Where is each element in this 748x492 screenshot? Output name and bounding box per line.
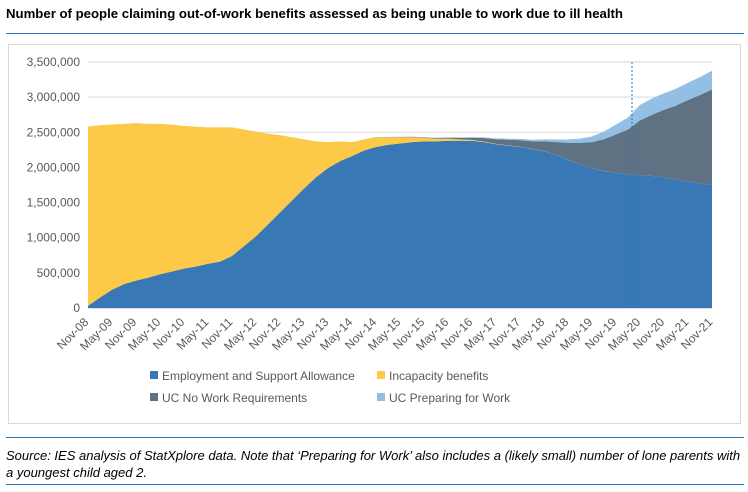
legend-label: Incapacity benefits (389, 369, 488, 383)
legend-swatch (150, 393, 158, 401)
legend-label: Employment and Support Allowance (162, 369, 355, 383)
y-tick-label: 3,500,000 (27, 55, 81, 69)
legend-label: UC No Work Requirements (162, 391, 307, 405)
title-rule (6, 33, 744, 34)
chart-frame (8, 44, 741, 424)
y-axis-ticks: 0 500,000 1,000,000 1,500,000 2,000,000 2,500… (27, 55, 81, 315)
x-axis-ticks: Nov-08May-09Nov-09May-10Nov-10May-11Nov-… (54, 315, 715, 353)
area-series-employment-and-support-allowance (88, 140, 712, 308)
source-rule-top (6, 437, 744, 438)
legend: Employment and Support Allowance Incapaci… (150, 369, 511, 405)
source-note: Source: IES analysis of StatXplore data.… (6, 448, 741, 480)
area-series-incapacity-benefits (88, 123, 712, 306)
y-tick-label: 1,500,000 (27, 196, 81, 210)
y-tick-label: 1,000,000 (27, 231, 81, 245)
areas (88, 70, 712, 308)
legend-label: UC Preparing for Work (389, 391, 511, 405)
legend-swatch (377, 393, 385, 401)
legend-swatch (150, 371, 158, 379)
chart-title: Number of people claiming out-of-work be… (6, 6, 623, 21)
area-series-uc-no-work-requirements (88, 89, 712, 185)
y-tick-label: 2,500,000 (27, 125, 81, 139)
y-tick-label: 2,000,000 (27, 160, 81, 174)
y-tick-label: 3,000,000 (27, 90, 81, 104)
source-rule-bottom (6, 484, 744, 485)
y-tick-label: 500,000 (37, 266, 81, 280)
legend-swatch (377, 371, 385, 379)
y-tick-label: 0 (73, 301, 80, 315)
